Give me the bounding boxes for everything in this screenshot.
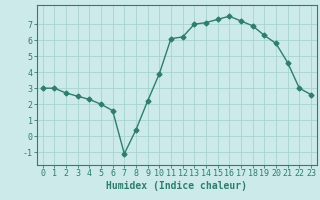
X-axis label: Humidex (Indice chaleur): Humidex (Indice chaleur) [106,181,247,191]
